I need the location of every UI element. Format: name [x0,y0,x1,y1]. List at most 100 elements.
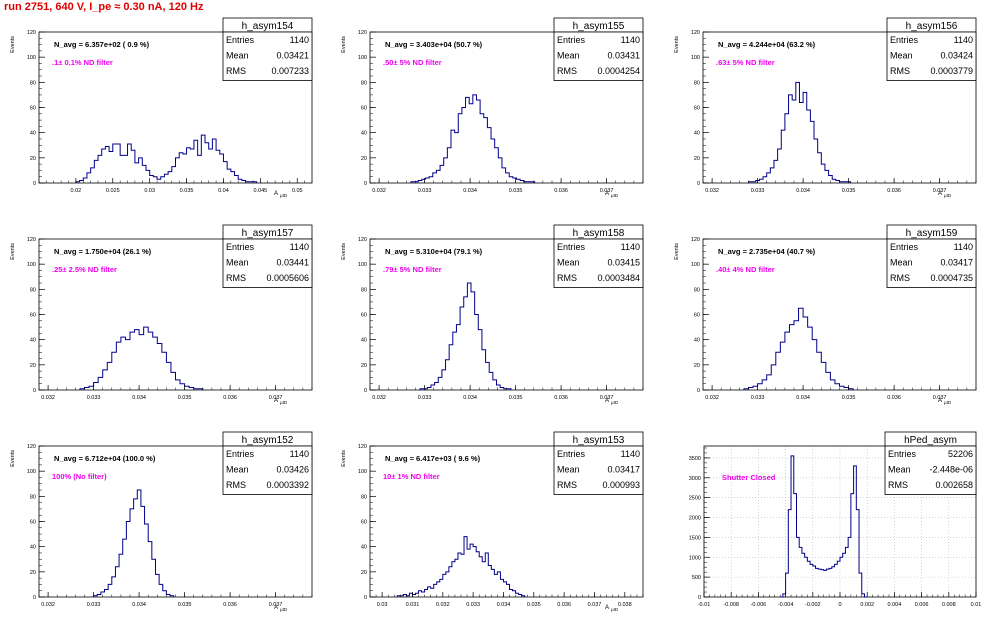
stats-rms-value: 0.0004254 [597,66,640,76]
y-tick-label: 2500 [689,496,701,502]
histogram-svg: 0.032 0.033 0.034 0.035 0.036 0.037 0 20 40 60 80 1… [674,224,977,405]
stats-entries-value: 1140 [954,242,973,252]
stats-mean-label: Mean [557,51,580,61]
histogram-outline [410,94,536,183]
x-tick-label: -0.01 [698,602,711,608]
x-tick-label: 0.002 [860,602,874,608]
y-axis-label: Events [10,243,16,260]
y-tick-label: 60 [694,106,700,112]
stats-entries-label: Entries [890,242,919,252]
stats-mean-value: -2.448e-06 [929,465,973,475]
histogram-panel-h-asym155: 0.032 0.033 0.034 0.035 0.036 0.037 0 20 40 60 80 1… [331,16,661,222]
y-tick-label: 60 [361,313,367,319]
y-tick-label: 40 [361,131,367,137]
x-tick-label: 0.034 [796,395,810,401]
x-tick-label: 0.031 [406,602,420,608]
stats-entries-label: Entries [557,449,586,459]
y-tick-label: 20 [30,363,36,369]
stats-rms-label: RMS [557,480,577,490]
x-tick-label: 0.004 [888,602,902,608]
stats-entries-value: 1140 [290,35,309,45]
stats-entries-value: 1140 [621,449,640,459]
x-tick-label: 0.045 [253,188,267,194]
x-tick-label: 0.035 [842,395,856,401]
x-tick-label: 0.04 [218,188,229,194]
y-axis-label: Events [674,243,680,260]
stats-title: h_asym154 [242,21,294,32]
y-tick-label: 100 [27,55,36,61]
y-tick-label: 120 [358,444,367,450]
stats-rms-value: 0.000993 [602,480,640,490]
x-tick-label: 0.037 [600,188,614,194]
y-tick-label: 120 [358,237,367,243]
histogram-panel-h-asym157: 0.032 0.033 0.034 0.035 0.036 0.037 0 20 40 60 80 1… [0,223,330,429]
y-tick-label: 0 [697,181,700,187]
x-tick-label: 0.032 [705,395,719,401]
stats-entries-label: Entries [226,449,255,459]
stats-entries-value: 1140 [621,35,640,45]
histogram-outline [780,455,868,598]
y-tick-label: 120 [691,30,700,36]
y-tick-label: 100 [691,55,700,61]
y-tick-label: 120 [358,30,367,36]
stats-box [553,445,644,495]
x-axis-label-subscript: μID [280,400,288,405]
x-tick-label: 0.033 [87,395,101,401]
x-tick-label: 0.037 [600,395,614,401]
histogram-svg: 0.02 0.025 0.03 0.035 0.04 0.045 0.05 0 20 40 60 80… [10,17,313,198]
y-tick-label: 100 [358,262,367,268]
stats-mean-value: 0.03441 [276,258,309,268]
x-axis-label-subscript: μID [611,400,619,405]
y-tick-label: 20 [30,570,36,576]
stats-rms-value: 0.002658 [935,480,973,490]
x-axis-label-subscript: μID [280,607,288,612]
y-tick-label: 120 [691,237,700,243]
histogram-panel-h-asym154: 0.02 0.025 0.03 0.035 0.04 0.045 0.05 0 20 40 60 80… [0,16,330,222]
histogram-panel-h-asym156: 0.032 0.033 0.034 0.035 0.036 0.037 0 20 40 60 80 1… [664,16,994,222]
y-tick-label: 40 [30,131,36,137]
stats-title: h_asym158 [573,228,625,239]
y-tick-label: 20 [361,156,367,162]
x-tick-label: 0.033 [418,188,432,194]
stats-rms-label: RMS [557,66,577,76]
y-tick-label: 3000 [689,476,701,482]
x-tick-label: 0.033 [418,395,432,401]
stats-title: h_asym152 [242,435,294,446]
y-axis-label: Events [10,450,16,467]
stats-rms-label: RMS [226,480,246,490]
x-tick-label: 0.006 [915,602,929,608]
x-axis-label-subscript: μID [611,607,619,612]
x-axis-label-subscript: μID [944,400,952,405]
y-axis-label: Events [10,36,16,53]
stats-mean-value: 0.03415 [607,258,640,268]
x-tick-label: 0.033 [751,188,765,194]
stats-rms-value: 0.0003484 [597,273,640,283]
x-tick-label: 0.037 [269,395,283,401]
histogram-outline [93,489,175,597]
y-tick-label: 60 [30,520,36,526]
stats-mean-label: Mean [890,51,913,61]
y-tick-label: 60 [361,520,367,526]
stats-box [886,238,977,288]
histogram-outline [396,536,526,597]
stats-mean-value: 0.03424 [940,51,973,61]
y-tick-label: 120 [27,444,36,450]
x-tick-label: 0.036 [887,188,901,194]
x-tick-label: 0.033 [466,602,480,608]
stats-rms-label: RMS [890,66,910,76]
histogram-panel-h-asym159: 0.032 0.033 0.034 0.035 0.036 0.037 0 20 40 60 80 1… [664,223,994,429]
x-tick-label: 0.01 [971,602,982,608]
filter-annotation: .79± 5% ND filter [383,265,442,274]
x-tick-label: 0.033 [87,602,101,608]
stats-mean-label: Mean [226,465,249,475]
y-tick-label: 20 [361,363,367,369]
y-tick-label: 0 [364,595,367,601]
stats-mean-label: Mean [226,51,249,61]
filter-annotation: .50± 5% ND filter [383,58,442,67]
stats-mean-label: Mean [557,465,580,475]
stats-mean-value: 0.03417 [607,465,640,475]
x-axis-label-subscript: μID [611,193,619,198]
x-axis-label: A [274,398,278,404]
y-tick-label: 60 [361,106,367,112]
stats-mean-label: Mean [890,258,913,268]
